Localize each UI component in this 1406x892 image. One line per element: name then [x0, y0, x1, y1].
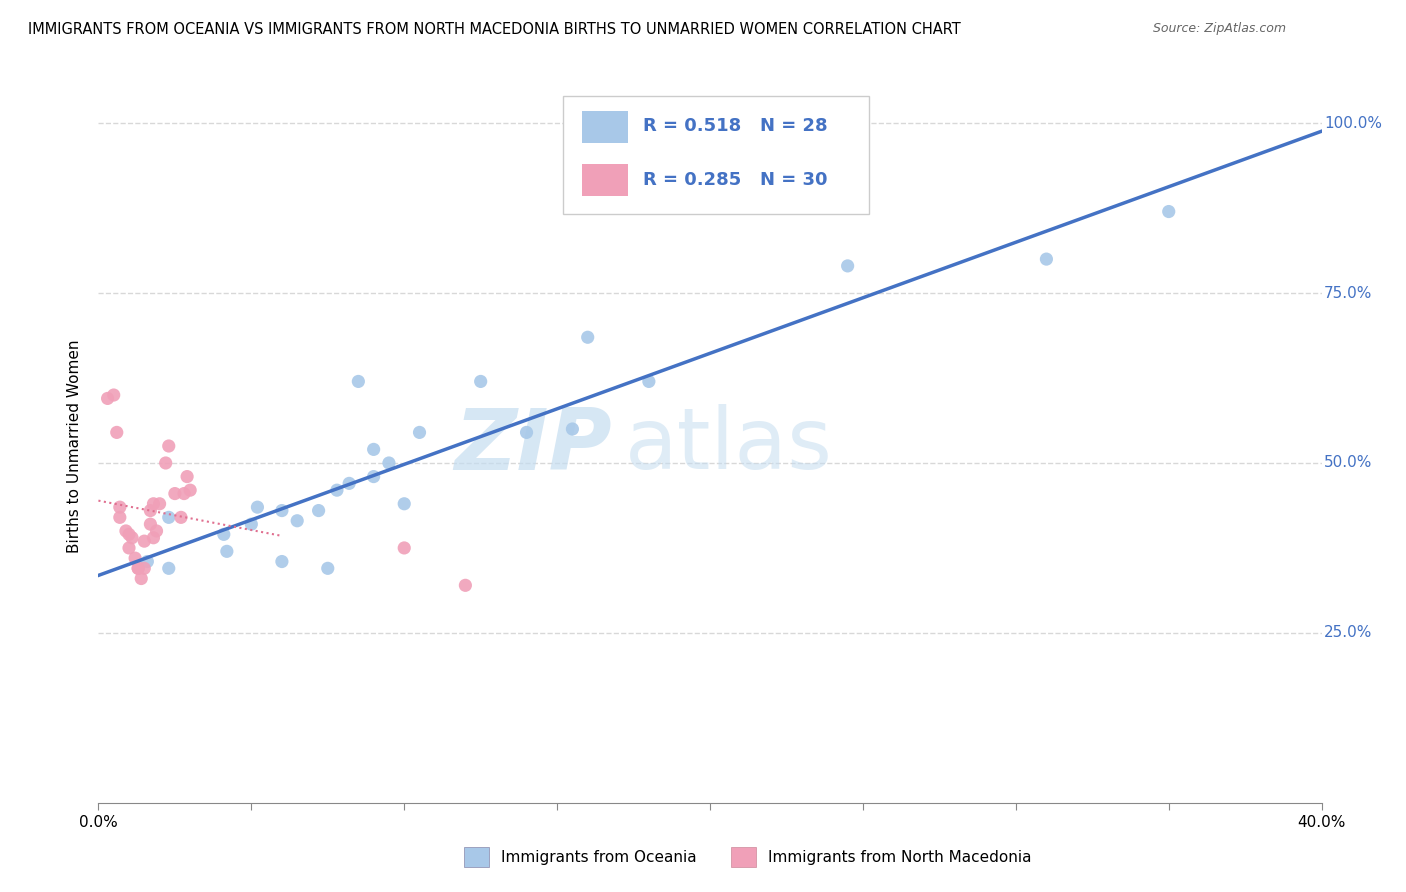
- Point: [270, 503, 292, 517]
- Point: [97, 392, 120, 406]
- Point: [149, 497, 172, 511]
- Point: [155, 456, 177, 470]
- Point: [270, 555, 292, 569]
- Point: [157, 510, 180, 524]
- Point: [163, 486, 186, 500]
- Text: Immigrants from North Macedonia: Immigrants from North Macedonia: [768, 850, 1031, 864]
- Point: [142, 497, 165, 511]
- Point: [316, 561, 339, 575]
- Point: [561, 422, 583, 436]
- Point: [136, 555, 159, 569]
- Point: [347, 375, 370, 389]
- Point: [129, 572, 152, 586]
- Point: [378, 456, 401, 470]
- Point: [139, 517, 162, 532]
- Point: [115, 524, 138, 538]
- Point: [139, 503, 162, 517]
- Point: [118, 541, 141, 555]
- Point: [127, 561, 149, 575]
- Text: 50.0%: 50.0%: [1324, 456, 1372, 470]
- Point: [134, 561, 156, 575]
- Text: R = 0.518   N = 28: R = 0.518 N = 28: [643, 118, 827, 136]
- Point: [470, 375, 492, 389]
- Point: [103, 388, 125, 402]
- Point: [124, 551, 146, 566]
- Point: [127, 561, 149, 575]
- Point: [363, 469, 385, 483]
- Point: [1035, 252, 1057, 266]
- Point: [118, 527, 141, 541]
- Text: 75.0%: 75.0%: [1324, 285, 1372, 301]
- FancyBboxPatch shape: [582, 164, 628, 196]
- Point: [363, 442, 385, 457]
- Point: [108, 510, 131, 524]
- Text: ZIP: ZIP: [454, 404, 612, 488]
- Point: [179, 483, 201, 498]
- Point: [326, 483, 349, 498]
- Text: 25.0%: 25.0%: [1324, 625, 1372, 640]
- Text: R = 0.285   N = 30: R = 0.285 N = 30: [643, 171, 827, 189]
- FancyBboxPatch shape: [582, 111, 628, 143]
- Point: [142, 531, 165, 545]
- Text: Source: ZipAtlas.com: Source: ZipAtlas.com: [1153, 22, 1286, 36]
- Point: [134, 534, 156, 549]
- Y-axis label: Births to Unmarried Women: Births to Unmarried Women: [67, 339, 83, 553]
- Point: [637, 375, 661, 389]
- Text: IMMIGRANTS FROM OCEANIA VS IMMIGRANTS FROM NORTH MACEDONIA BIRTHS TO UNMARRIED W: IMMIGRANTS FROM OCEANIA VS IMMIGRANTS FR…: [28, 22, 960, 37]
- Point: [215, 544, 238, 558]
- Point: [108, 500, 131, 515]
- Point: [408, 425, 430, 440]
- Text: 100.0%: 100.0%: [1324, 116, 1382, 131]
- Point: [157, 561, 180, 575]
- Point: [337, 476, 360, 491]
- Point: [240, 517, 263, 532]
- Point: [176, 469, 198, 483]
- Point: [105, 425, 128, 440]
- Point: [516, 425, 538, 440]
- Point: [837, 259, 859, 273]
- Point: [285, 514, 308, 528]
- Point: [173, 486, 195, 500]
- Point: [392, 497, 416, 511]
- Point: [170, 510, 193, 524]
- Text: Immigrants from Oceania: Immigrants from Oceania: [501, 850, 696, 864]
- Point: [121, 531, 143, 545]
- Point: [308, 503, 330, 517]
- FancyBboxPatch shape: [564, 96, 869, 214]
- Point: [157, 439, 180, 453]
- Point: [145, 524, 167, 538]
- Point: [1157, 204, 1180, 219]
- Point: [454, 578, 477, 592]
- Text: atlas: atlas: [624, 404, 832, 488]
- Point: [212, 527, 235, 541]
- Point: [246, 500, 269, 515]
- Point: [392, 541, 416, 555]
- Point: [576, 330, 599, 344]
